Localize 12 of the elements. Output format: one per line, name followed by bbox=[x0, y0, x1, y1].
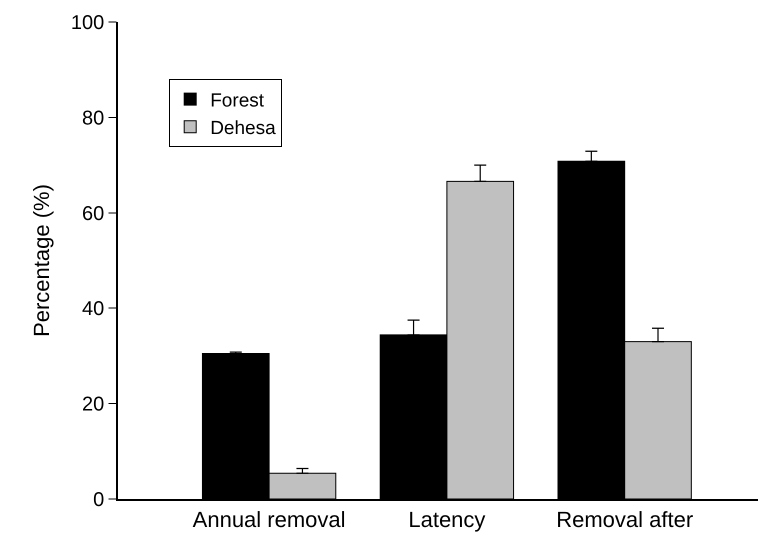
y-tick-label: 60 bbox=[82, 202, 104, 225]
y-tick-label: 20 bbox=[82, 394, 104, 416]
y-tick-label: 80 bbox=[82, 107, 104, 130]
y-tick-label: 100 bbox=[70, 12, 104, 34]
legend-label: Forest bbox=[210, 90, 265, 112]
legend-label: Dehesa bbox=[210, 118, 276, 140]
x-tick-label: Latency bbox=[408, 507, 486, 532]
x-tick-label: Removal after bbox=[556, 507, 694, 532]
y-axis-title: Percentage (%) bbox=[29, 184, 54, 337]
x-tick-label: Annual removal bbox=[192, 507, 346, 532]
y-tick-label: 40 bbox=[82, 298, 104, 320]
y-tick-label: 0 bbox=[93, 489, 104, 511]
